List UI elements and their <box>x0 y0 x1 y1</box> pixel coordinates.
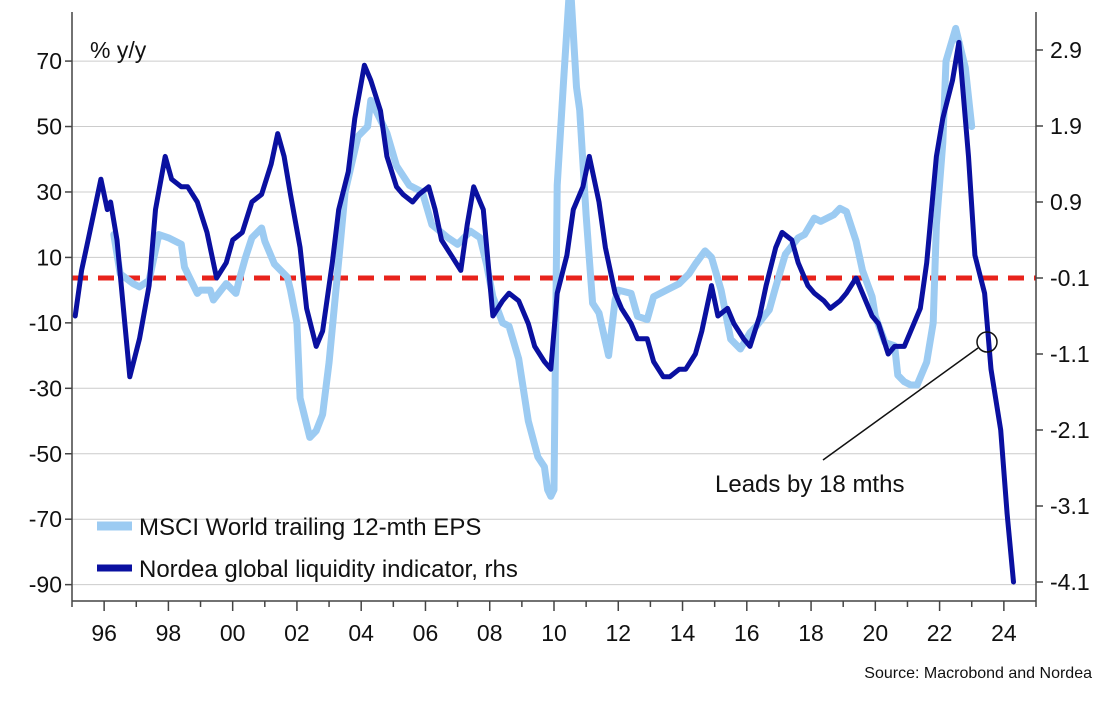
x-tick-label: 14 <box>670 620 696 646</box>
right-tick-label: 2.9 <box>1050 37 1082 63</box>
right-tick-label: 1.9 <box>1050 113 1082 139</box>
x-tick-label: 08 <box>477 620 503 646</box>
x-tick-label: 20 <box>863 620 889 646</box>
series-line-msci-eps <box>110 0 976 500</box>
x-tick-label: 96 <box>91 620 117 646</box>
legend-label-msci-eps: MSCI World trailing 12-mth EPS <box>139 514 481 541</box>
x-tick-label: 16 <box>734 620 760 646</box>
annotation-circle <box>976 331 998 353</box>
right-tick-label: -4.1 <box>1050 569 1090 595</box>
x-tick-label: 98 <box>156 620 182 646</box>
x-tick-label: 18 <box>798 620 824 646</box>
left-y-axis: 70 50 30 10 -10 -30 -50 -70 -90 <box>29 48 72 598</box>
left-tick-label: 50 <box>36 114 62 140</box>
x-tick-label: 04 <box>348 620 374 646</box>
right-tick-label: 0.9 <box>1050 189 1082 215</box>
annotation-text: Leads by 18 mths <box>715 471 904 498</box>
x-axis: 96 98 00 02 04 06 08 10 12 14 16 18 20 22 24 <box>71 601 1037 646</box>
series-line-nordea-liquidity <box>72 39 1016 585</box>
left-tick-label: -10 <box>29 310 62 336</box>
legend: MSCI World trailing 12-mth EPS Nordea gl… <box>97 514 518 583</box>
left-tick-label: 10 <box>36 244 62 270</box>
annotation-leader-line <box>822 347 979 461</box>
left-tick-label: -30 <box>29 375 62 401</box>
x-tick-label: 06 <box>413 620 439 646</box>
right-tick-label: -2.1 <box>1050 417 1090 443</box>
x-tick-label: 24 <box>991 620 1017 646</box>
source-note: Source: Macrobond and Nordea <box>864 665 1092 682</box>
left-tick-label: -70 <box>29 506 62 532</box>
right-y-axis: 2.9 1.9 0.9 -0.1 -1.1 -2.1 -3.1 -4.1 <box>1036 37 1090 595</box>
x-tick-label: 00 <box>220 620 246 646</box>
right-tick-label: -0.1 <box>1050 265 1090 291</box>
x-tick-label: 12 <box>605 620 631 646</box>
left-axis-unit-label: % y/y <box>90 37 147 63</box>
legend-label-nordea-liquidity: Nordea global liquidity indicator, rhs <box>139 556 518 583</box>
x-tick-label: 22 <box>927 620 953 646</box>
series-lines <box>72 0 1016 585</box>
left-tick-label: 30 <box>36 179 62 205</box>
x-tick-label: 10 <box>541 620 567 646</box>
left-tick-label: -50 <box>29 441 62 467</box>
right-tick-label: -3.1 <box>1050 493 1090 519</box>
x-tick-label: 02 <box>284 620 310 646</box>
right-tick-label: -1.1 <box>1050 341 1090 367</box>
left-tick-label: 70 <box>36 48 62 74</box>
annotation: Leads by 18 mths <box>715 331 998 498</box>
left-tick-label: -90 <box>29 572 62 598</box>
